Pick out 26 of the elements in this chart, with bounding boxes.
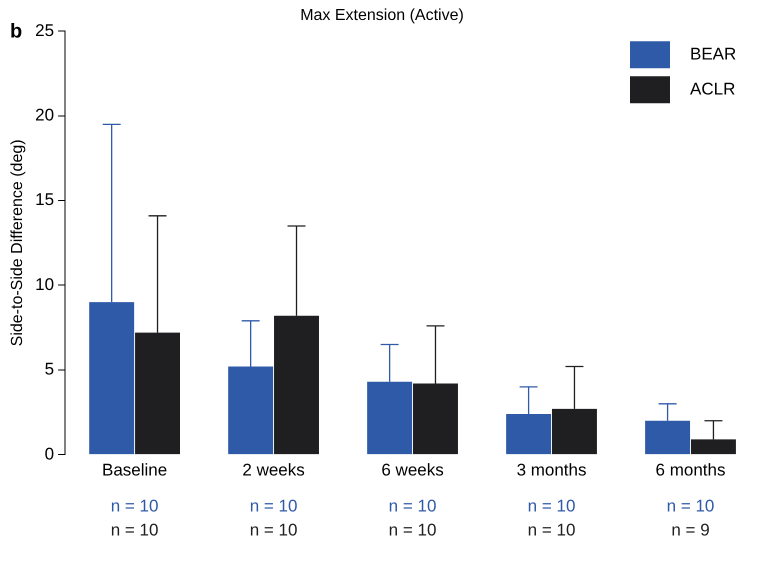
legend-label: ACLR: [690, 79, 736, 98]
x-tick-label: 2 weeks: [242, 460, 305, 480]
text: n = 10: [388, 496, 436, 516]
y-tick-label: 15: [35, 190, 54, 210]
text: b: [10, 20, 22, 43]
x-tick-label: 6 months: [656, 460, 726, 480]
y-tick-label: 0: [44, 444, 54, 464]
text: n = 10: [666, 496, 714, 516]
y-tick-label: 5: [44, 360, 54, 379]
text: n = 10: [110, 496, 158, 516]
y-tick-label: 25: [35, 20, 54, 40]
y-tick-label: 20: [35, 106, 54, 125]
text: n = 9: [671, 520, 710, 540]
text: n = 10: [250, 520, 298, 540]
x-tick-label: 3 months: [516, 460, 586, 480]
text: n = 10: [250, 496, 298, 516]
text: n = 10: [388, 520, 436, 540]
y-tick-label: 10: [35, 274, 54, 294]
x-tick-label: 6 weeks: [381, 460, 444, 480]
x-tick-label: Baseline: [102, 460, 168, 480]
text: n = 10: [528, 496, 576, 516]
y-axis-title: Side-to-Side Difference (deg): [9, 139, 26, 346]
chart-title: Max Extension (Active): [300, 7, 464, 24]
legend-label: BEAR: [690, 44, 736, 64]
text: n = 10: [528, 520, 576, 540]
text: n = 10: [110, 520, 158, 540]
